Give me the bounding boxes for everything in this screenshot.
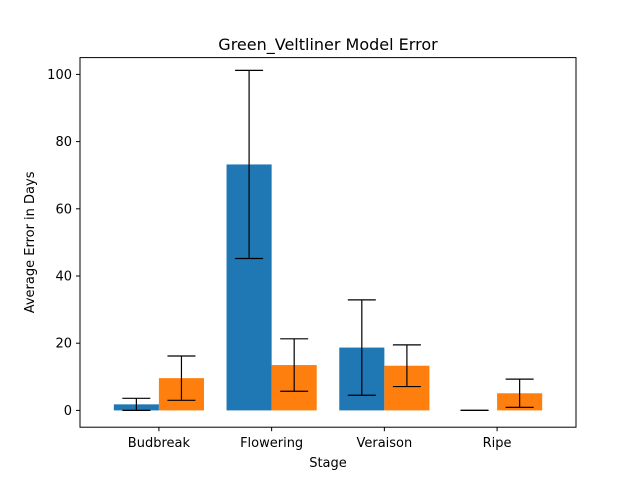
error-bar-flowering-series-2 (280, 338, 309, 392)
y-axis-label: Average Error in Days (23, 171, 38, 313)
error-bar-flowering-series-1 (235, 69, 264, 260)
x-axis-label: Stage (309, 456, 347, 471)
error-bars-layer (122, 69, 534, 411)
x-tick-label-budbreak: Budbreak (128, 436, 191, 451)
x-tick-label-flowering: Flowering (240, 436, 303, 451)
x-axis: Budbreak Flowering Veraison Ripe (128, 427, 512, 451)
error-bar-veraison-series-1 (347, 299, 376, 396)
x-tick-label-ripe: Ripe (483, 436, 512, 451)
y-tick-label-100: 100 (47, 68, 72, 83)
y-tick-label-80: 80 (55, 135, 72, 150)
y-tick-label-20: 20 (55, 337, 72, 352)
y-tick-label-60: 60 (55, 202, 72, 217)
error-bar-budbreak-series-2 (167, 355, 196, 401)
y-tick-label-40: 40 (55, 270, 72, 285)
x-tick-label-veraison: Veraison (356, 436, 412, 451)
error-bar-veraison-series-2 (392, 344, 421, 388)
y-axis: 0 20 40 60 80 100 (47, 68, 80, 419)
error-bar-budbreak-series-1 (122, 397, 151, 411)
chart-title: Green_Veltliner Model Error (218, 35, 438, 55)
y-tick-label-0: 0 (64, 404, 72, 419)
plot-area-frame (79, 57, 577, 428)
error-bar-ripe-series-2 (505, 378, 534, 408)
